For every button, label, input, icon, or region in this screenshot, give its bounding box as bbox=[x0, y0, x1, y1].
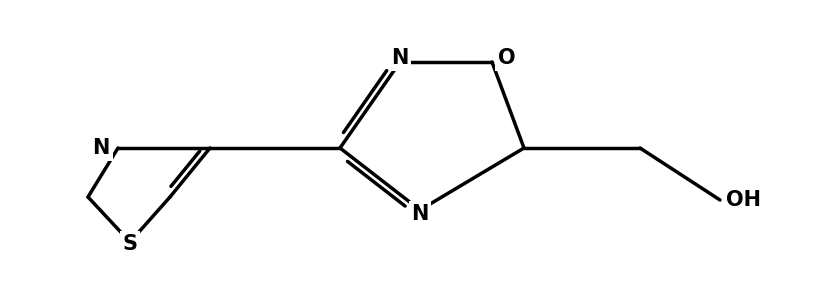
Text: OH: OH bbox=[726, 190, 761, 210]
Text: O: O bbox=[498, 48, 515, 68]
Text: N: N bbox=[392, 48, 409, 68]
Text: N: N bbox=[411, 204, 429, 224]
Text: N: N bbox=[93, 138, 110, 158]
Text: S: S bbox=[122, 234, 138, 254]
